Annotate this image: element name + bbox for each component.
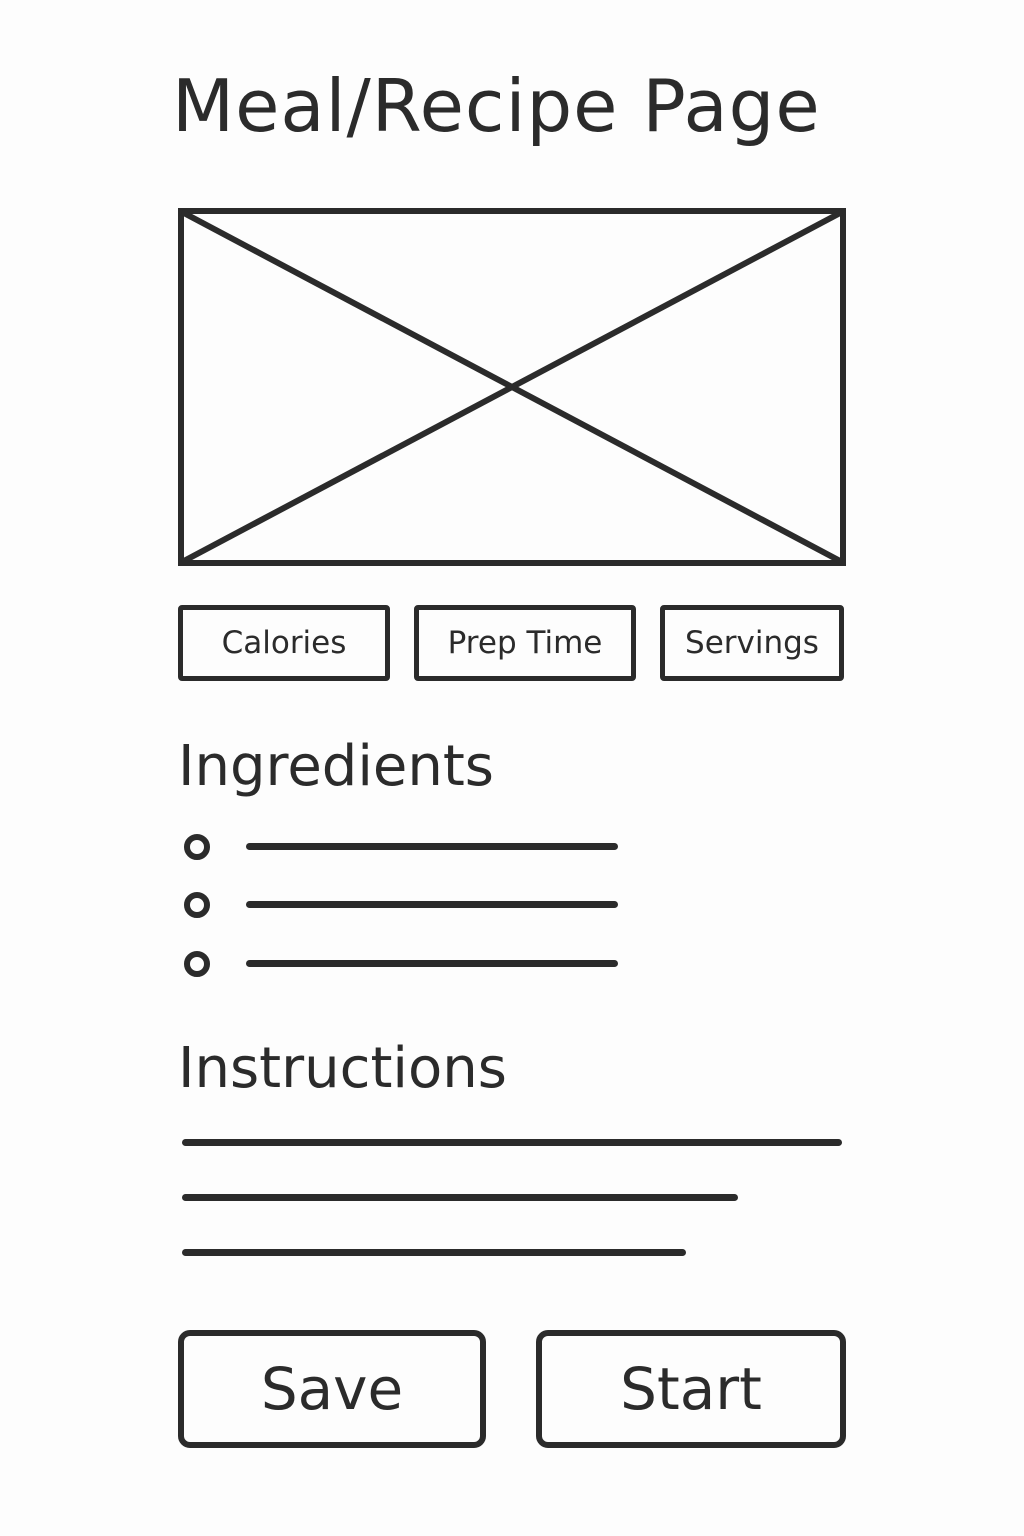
servings-chip[interactable]: Servings bbox=[660, 605, 844, 681]
start-button[interactable]: Start bbox=[536, 1330, 846, 1448]
image-placeholder-cross-line bbox=[180, 209, 844, 565]
ingredient-placeholder-line bbox=[246, 843, 618, 850]
calories-chip[interactable]: Calories bbox=[178, 605, 390, 681]
save-button[interactable]: Save bbox=[178, 1330, 486, 1448]
ingredient-placeholder-line bbox=[246, 960, 618, 967]
instruction-placeholder-line bbox=[182, 1249, 686, 1256]
calories-label: Calories bbox=[221, 625, 347, 661]
instructions-heading: Instructions bbox=[178, 1036, 507, 1101]
instruction-placeholder-line bbox=[182, 1139, 842, 1146]
servings-label: Servings bbox=[685, 625, 819, 661]
instruction-placeholder-line bbox=[182, 1194, 738, 1201]
list-bullet-icon bbox=[184, 892, 210, 918]
prep-time-chip[interactable]: Prep Time bbox=[414, 605, 636, 681]
ingredient-placeholder-line bbox=[246, 901, 618, 908]
recipe-image-placeholder bbox=[178, 208, 846, 566]
prep-time-label: Prep Time bbox=[447, 625, 603, 661]
list-bullet-icon bbox=[184, 834, 210, 860]
list-bullet-icon bbox=[184, 951, 210, 977]
image-placeholder-frame bbox=[178, 208, 846, 566]
page-title: Meal/Recipe Page bbox=[172, 64, 821, 148]
ingredients-heading: Ingredients bbox=[178, 734, 494, 799]
